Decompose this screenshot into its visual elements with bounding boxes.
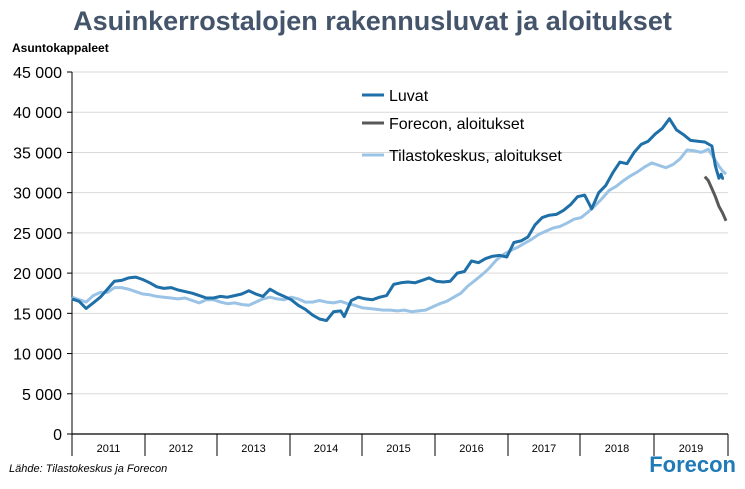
x-tick-label: 2014 bbox=[314, 443, 338, 455]
source-note: Lähde: Tilastokeskus ja Forecon bbox=[9, 463, 168, 475]
y-tick-label: 15 000 bbox=[13, 306, 62, 323]
y-tick-label: 45 000 bbox=[13, 65, 62, 82]
legend-label: Forecon, aloitukset bbox=[389, 116, 525, 133]
x-tick-label: 2016 bbox=[459, 443, 483, 455]
x-tick-label: 2019 bbox=[679, 443, 703, 455]
y-tick-label: 0 bbox=[53, 427, 62, 444]
y-tick-label: 40 000 bbox=[13, 105, 62, 122]
y-tick-label: 35 000 bbox=[13, 145, 62, 162]
y-tick-label: 25 000 bbox=[13, 226, 62, 243]
y-axis-unit-label: Asuntokappaleet bbox=[12, 41, 109, 55]
y-tick-label: 20 000 bbox=[13, 266, 62, 283]
y-tick-label: 30 000 bbox=[13, 186, 62, 203]
chart-title: Asuinkerrostalojen rakennusluvat ja aloi… bbox=[73, 6, 672, 36]
series-line-luvat bbox=[71, 117, 724, 323]
series-line-forecon bbox=[703, 175, 728, 222]
x-tick-label: 2012 bbox=[169, 443, 193, 455]
x-tick-label: 2018 bbox=[605, 443, 629, 455]
series-line-tilastokeskus bbox=[71, 147, 728, 314]
legend-label: Luvat bbox=[389, 88, 429, 105]
x-tick-label: 2017 bbox=[532, 443, 556, 455]
y-tick-label: 10 000 bbox=[13, 347, 62, 364]
forecon-logo: Forecon bbox=[649, 452, 736, 477]
y-tick-label: 5 000 bbox=[22, 387, 62, 404]
x-tick-label: 2011 bbox=[97, 443, 121, 455]
x-tick-label: 2013 bbox=[241, 443, 265, 455]
legend-label: Tilastokeskus, aloitukset bbox=[389, 148, 562, 165]
x-tick-label: 2015 bbox=[386, 443, 410, 455]
